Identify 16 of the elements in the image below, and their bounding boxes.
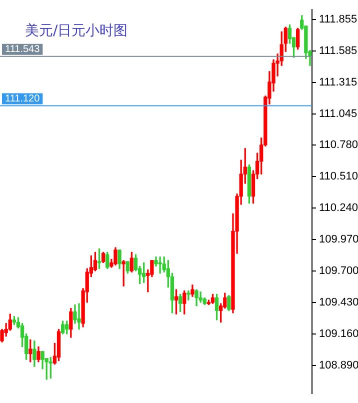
text: 美元/日元小时图 bbox=[25, 23, 128, 40]
y-tick-label: 111.315 bbox=[319, 76, 358, 89]
y-tick-label: 111.045 bbox=[319, 108, 358, 120]
y-tick-label: 111.585 bbox=[319, 45, 358, 58]
y-tick-label: 109.430 bbox=[319, 296, 358, 308]
y-tick-label: 110.780 bbox=[319, 138, 358, 151]
y-tick-label: 109.160 bbox=[319, 328, 358, 340]
y-tick-label: 110.510 bbox=[319, 170, 358, 182]
candlestick bbox=[77, 303, 81, 330]
y-tick-label: 109.700 bbox=[319, 264, 358, 277]
ref-line-label: 111.120 bbox=[5, 94, 40, 105]
ref-line-label: 111.543 bbox=[5, 44, 40, 56]
y-tick-label: 111.855 bbox=[319, 14, 358, 26]
y-tick-label: 108.890 bbox=[319, 359, 358, 372]
y-tick-label: 109.970 bbox=[319, 233, 358, 246]
y-tick-label: 110.240 bbox=[319, 202, 358, 214]
